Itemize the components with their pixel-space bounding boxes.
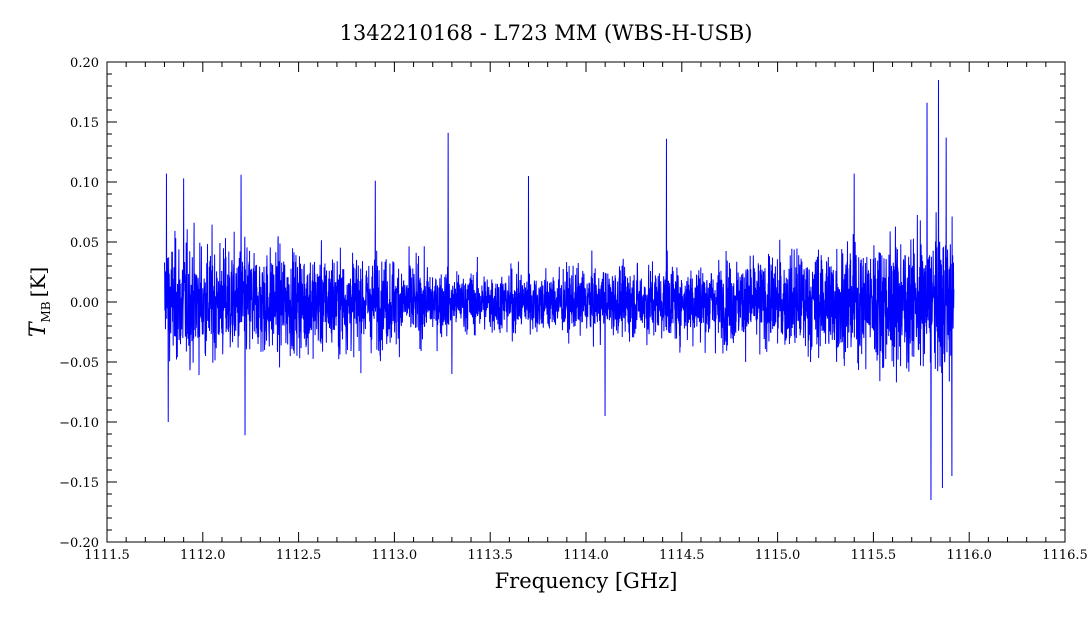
y-tick-label: 0.00 — [70, 296, 99, 311]
x-axis-label: Frequency [GHz] — [495, 569, 678, 593]
y-tick-label: −0.05 — [59, 356, 99, 371]
chart-title: 1342210168 - L723 MM (WBS-H-USB) — [339, 21, 752, 45]
x-tick-label: 1113.0 — [372, 548, 418, 563]
x-tick-label: 1116.5 — [1042, 548, 1088, 563]
y-axis: 0.20 0.15 0.10 0.05 0.00 −0.05 −0.10 −0.15 −0.20 — [59, 56, 1065, 551]
y-tick-label: −0.15 — [59, 476, 99, 491]
x-tick-label: 1114.0 — [563, 548, 609, 563]
series-group — [163, 79, 955, 501]
x-tick-label: 1115.0 — [755, 548, 801, 563]
y-tick-label: 0.05 — [70, 236, 99, 251]
x-tick-label: 1116.0 — [946, 548, 992, 563]
plot-area — [163, 79, 955, 501]
y-tick-label: 0.20 — [70, 56, 99, 71]
x-tick-label: 1111.5 — [84, 548, 130, 563]
y-axis-label-main: T — [26, 320, 51, 337]
x-axis: 1111.5 1112.0 1112.5 1113.0 1113.5 1114.0 1114… — [84, 62, 1088, 563]
y-axis-label: TMB [K] — [26, 267, 53, 337]
y-tick-label: −0.10 — [59, 416, 99, 431]
y-axis-label-unit: [K] — [26, 267, 50, 298]
y-tick-label: 0.10 — [70, 176, 99, 191]
x-tick-label: 1112.5 — [276, 548, 322, 563]
y-axis-label-sub: MB — [39, 301, 53, 322]
x-tick-label: 1112.0 — [180, 548, 226, 563]
x-tick-label: 1114.5 — [659, 548, 705, 563]
x-tick-label: 1115.5 — [851, 548, 897, 563]
y-tick-label: −0.20 — [59, 536, 99, 551]
x-tick-label: 1113.5 — [467, 548, 513, 563]
spectrum-line — [163, 79, 955, 501]
y-tick-label: 0.15 — [70, 116, 99, 131]
